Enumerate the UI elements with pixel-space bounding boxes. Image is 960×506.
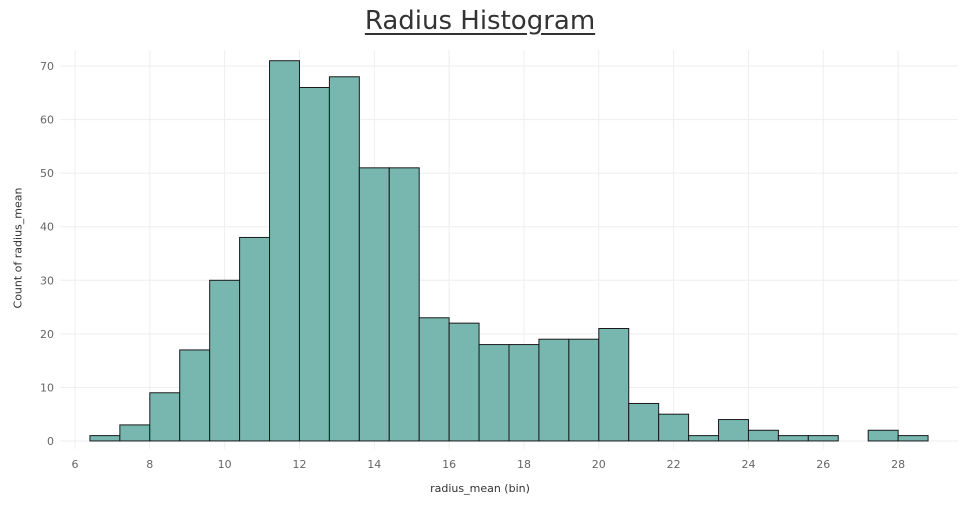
x-tick-label: 28 <box>891 458 905 471</box>
y-tick-label: 30 <box>40 274 54 287</box>
histogram-bar[interactable] <box>538 338 570 442</box>
histogram-bar[interactable] <box>119 424 151 442</box>
histogram-bar[interactable] <box>179 349 211 442</box>
histogram-bar[interactable] <box>298 86 330 442</box>
x-tick-label: 26 <box>816 458 830 471</box>
histogram-bar[interactable] <box>688 435 720 442</box>
x-tick-label: 24 <box>741 458 755 471</box>
histogram-bar[interactable] <box>807 435 839 442</box>
chart-title: Radius Histogram <box>364 6 596 36</box>
histogram-bar[interactable] <box>209 279 241 442</box>
x-tick-label: 6 <box>71 458 78 471</box>
histogram-bar[interactable] <box>568 338 600 442</box>
histogram-bar[interactable] <box>897 435 929 442</box>
histogram-bar[interactable] <box>658 413 690 442</box>
y-tick-label: 20 <box>40 328 54 341</box>
histogram-bar[interactable] <box>867 429 899 442</box>
x-axis-ticks: 6 8 10 12 14 16 18 20 22 24 26 28 <box>71 458 905 471</box>
histogram-bar[interactable] <box>598 327 630 442</box>
y-axis-ticks: 0 10 20 30 40 50 60 70 <box>40 60 54 448</box>
histogram-bar[interactable] <box>89 435 121 442</box>
histogram-bar[interactable] <box>448 322 480 442</box>
bars <box>89 60 929 442</box>
x-tick-label: 14 <box>367 458 381 471</box>
histogram-bar[interactable] <box>358 167 390 442</box>
histogram-bar[interactable] <box>149 392 181 442</box>
histogram-bar[interactable] <box>239 236 271 442</box>
y-tick-label: 0 <box>47 435 54 448</box>
histogram-bar[interactable] <box>747 429 779 442</box>
y-tick-label: 50 <box>40 167 54 180</box>
histogram-bar[interactable] <box>328 76 360 442</box>
y-tick-label: 70 <box>40 60 54 73</box>
histogram-bar[interactable] <box>418 317 450 442</box>
y-tick-label: 10 <box>40 381 54 394</box>
x-tick-label: 12 <box>292 458 306 471</box>
x-tick-label: 22 <box>667 458 681 471</box>
histogram-bar[interactable] <box>628 402 660 442</box>
histogram-bar[interactable] <box>718 419 749 442</box>
x-tick-label: 20 <box>592 458 606 471</box>
histogram-bar[interactable] <box>777 435 809 442</box>
histogram-bar[interactable] <box>388 167 420 442</box>
x-tick-label: 18 <box>517 458 531 471</box>
x-tick-label: 10 <box>218 458 232 471</box>
histogram-bar[interactable] <box>269 60 300 442</box>
x-axis-label: radius_mean (bin) <box>430 482 530 495</box>
histogram-bar[interactable] <box>478 344 510 442</box>
x-tick-label: 8 <box>146 458 153 471</box>
y-tick-label: 60 <box>40 114 54 127</box>
histogram-bar[interactable] <box>508 344 540 442</box>
y-tick-label: 40 <box>40 221 54 234</box>
x-tick-label: 16 <box>442 458 456 471</box>
